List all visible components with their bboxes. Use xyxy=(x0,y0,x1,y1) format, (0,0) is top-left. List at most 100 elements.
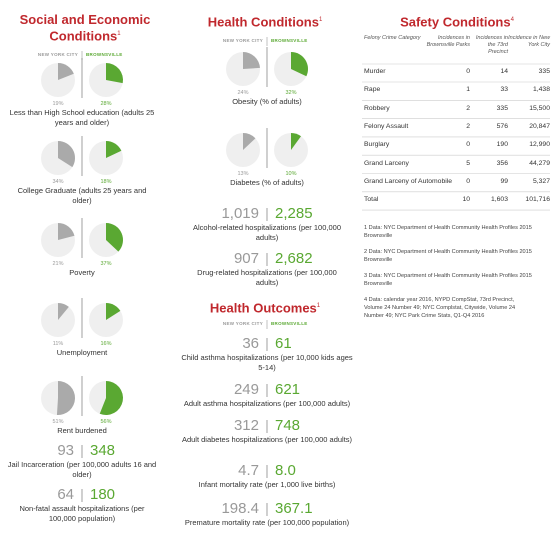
table-cell: 0 xyxy=(466,141,470,149)
pie-slice xyxy=(291,52,308,77)
table-cell: 190 xyxy=(496,141,508,149)
table-cell: 2 xyxy=(466,104,470,112)
section-title: Safety Conditions4 xyxy=(362,13,552,29)
table-cell: 44,279 xyxy=(529,159,550,167)
legend-divider xyxy=(266,320,268,329)
divider xyxy=(266,420,268,433)
footnote-marker: 1 xyxy=(318,17,323,23)
pie-slice xyxy=(243,52,260,69)
pie-value: 28% xyxy=(100,101,112,107)
divider xyxy=(81,218,83,258)
number-nyc: 36 xyxy=(242,335,259,352)
pie-value: 37% xyxy=(100,261,112,267)
table-cell: 12,990 xyxy=(529,141,550,149)
number-nyc: 64 xyxy=(57,486,74,503)
table-cell: 1,603 xyxy=(490,196,508,204)
table-cell: 5,327 xyxy=(532,177,550,185)
legend-bk: BROWNSVILLE xyxy=(271,321,308,326)
footnote: 4 Data: calendar year 2016, NYPD CompSta… xyxy=(364,297,516,319)
number-bk: 748 xyxy=(275,417,301,434)
item-label: Diabetes (% of adults) xyxy=(230,178,304,187)
legend-divider xyxy=(266,37,268,46)
legend-nyc: NEW YORK CITY xyxy=(222,38,263,43)
divider xyxy=(81,376,83,416)
item-label: Unemployment xyxy=(56,348,108,357)
divider xyxy=(81,445,83,458)
footnote-marker: 1 xyxy=(117,31,121,37)
pie-slice xyxy=(58,223,75,240)
divider xyxy=(266,208,268,221)
table-cell: 101,716 xyxy=(525,196,550,204)
number-bk: 2,682 xyxy=(275,250,313,267)
number-bk: 180 xyxy=(90,486,116,503)
pie-value: 19% xyxy=(52,101,64,107)
pie-slice xyxy=(58,303,69,320)
table-cell: 0 xyxy=(466,68,470,75)
legend-bk: BROWNSVILLE xyxy=(86,52,123,57)
footnote-marker: 4 xyxy=(510,17,514,23)
pie-slice xyxy=(58,63,74,80)
divider xyxy=(266,503,268,516)
pie-value: 21% xyxy=(52,261,64,267)
pie-slice xyxy=(106,63,123,84)
table-cell: 20,847 xyxy=(529,122,550,130)
item-label: Less than High School education (adults … xyxy=(9,108,155,127)
pie xyxy=(226,133,260,167)
pie-value: 11% xyxy=(52,341,64,347)
item-label: Drug-related hospitalizations (per 100,0… xyxy=(197,268,337,287)
number-bk: 61 xyxy=(275,335,292,352)
legend-nyc: NEW YORK CITY xyxy=(222,321,263,326)
footnote: 1 Data: NYC Department of Health Communi… xyxy=(364,225,532,239)
pie-value: 13% xyxy=(237,171,249,177)
divider xyxy=(266,47,268,87)
item-label: Alcohol-related hospitalizations (per 10… xyxy=(192,223,341,242)
table-cell: Rape xyxy=(364,86,381,94)
number-nyc: 312 xyxy=(233,417,259,434)
number-nyc: 1,019 xyxy=(221,205,259,222)
number-nyc: 198.4 xyxy=(221,500,259,517)
footnote: 3 Data: NYC Department of Health Communi… xyxy=(364,273,532,287)
number-bk: 367.1 xyxy=(275,500,313,517)
pie xyxy=(89,381,123,415)
pie xyxy=(89,303,123,337)
table-cell: 335 xyxy=(538,68,550,75)
table-cell: 1 xyxy=(466,86,470,94)
divider xyxy=(81,298,83,338)
table-cell: 576 xyxy=(496,122,508,130)
pie-value: 56% xyxy=(100,419,112,425)
divider xyxy=(266,384,268,397)
number-bk: 8.0 xyxy=(275,462,296,479)
table-cell: 14 xyxy=(500,68,508,75)
title-text: Health Outcomes xyxy=(209,300,317,316)
number-nyc: 249 xyxy=(233,381,259,398)
table-cell: Burglary xyxy=(364,141,390,149)
table-cell: Murder xyxy=(364,68,386,75)
table-cell: 99 xyxy=(500,177,508,185)
legend-nyc: NEW YORK CITY xyxy=(37,52,78,57)
pie xyxy=(89,141,123,175)
table-cell: 33 xyxy=(500,86,508,94)
pie-value: 32% xyxy=(285,90,297,96)
pie-slice xyxy=(106,223,123,252)
pie-slice xyxy=(99,381,123,415)
item-label: Obesity (% of adults) xyxy=(232,97,302,106)
item-label: Adult diabetes hospitalizations (per 100… xyxy=(181,435,353,444)
divider xyxy=(266,128,268,168)
item-label: Child asthma hospitalizations (per 10,00… xyxy=(181,353,353,372)
table-cell: 2 xyxy=(466,122,470,130)
table-cell: Grand Larceny of Automobile xyxy=(364,177,453,185)
number-nyc: 93 xyxy=(57,442,74,459)
pie xyxy=(41,381,76,415)
table-rules xyxy=(362,63,550,211)
item-label: Infant mortality rate (per 1,000 live bi… xyxy=(198,480,336,489)
item-label: Poverty xyxy=(69,268,95,277)
table-header: Felony Crime Category xyxy=(364,35,421,41)
table-cell: Felony Assault xyxy=(364,122,409,130)
number-bk: 348 xyxy=(90,442,116,459)
pie-value: 24% xyxy=(237,90,249,96)
pie-value: 51% xyxy=(52,419,64,425)
number-bk: 2,285 xyxy=(275,205,313,222)
table-cell: 15,500 xyxy=(529,104,550,112)
item-label: Non-fatal assault hospitalizations (per … xyxy=(19,504,145,523)
